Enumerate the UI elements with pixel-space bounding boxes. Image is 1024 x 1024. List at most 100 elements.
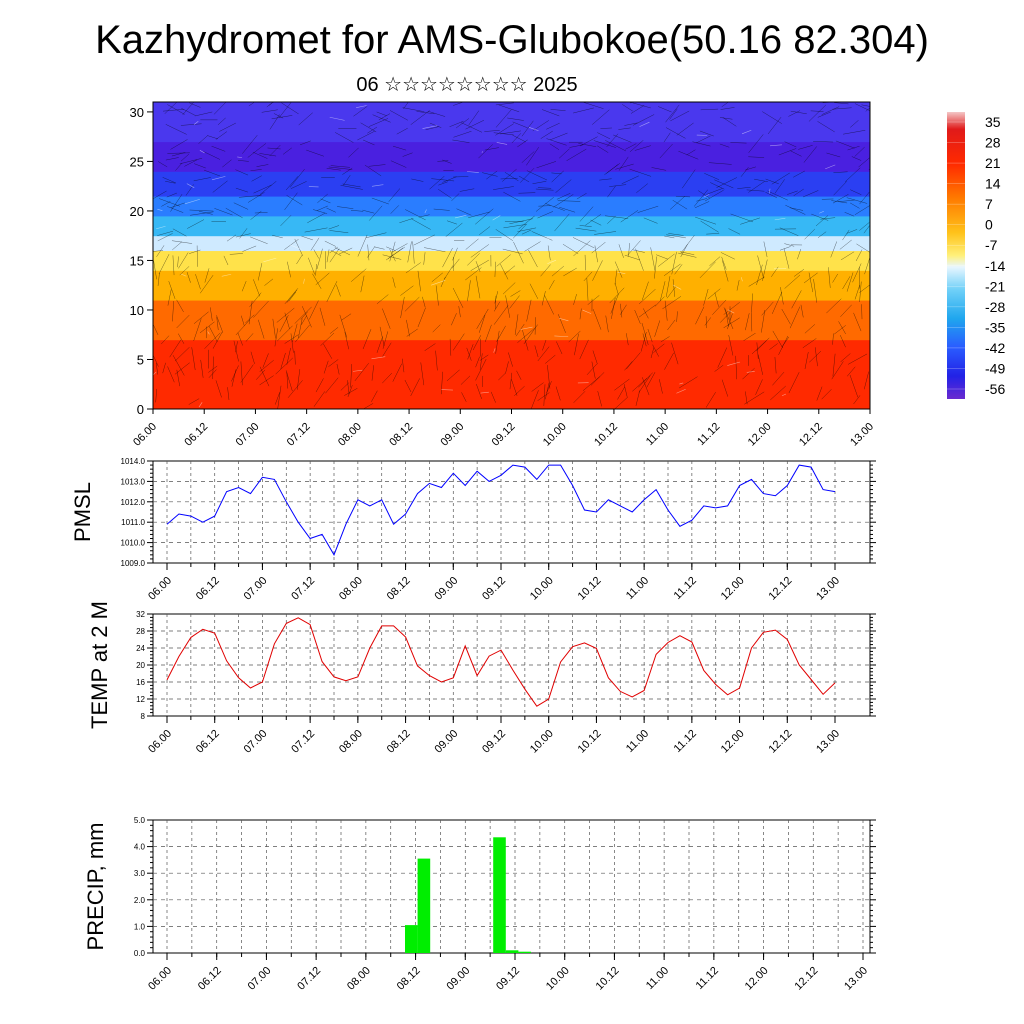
wind-barb [437, 188, 452, 199]
isotherm [329, 116, 345, 121]
y-tick-label: 1010.0 [121, 539, 146, 548]
wind-barb [559, 148, 570, 159]
x-tick-label: 07.12 [285, 421, 313, 449]
wind-barb [591, 241, 606, 254]
wind-barb [696, 198, 708, 202]
x-tick-label: 10.12 [576, 728, 604, 756]
wind-barb [172, 228, 187, 237]
wind-barb [180, 123, 202, 126]
x-tick-label: 12.12 [766, 728, 794, 756]
wind-barb [771, 291, 783, 314]
colorbar-label: 35 [985, 114, 1001, 130]
y-tick-label: 15 [130, 253, 144, 268]
wind-barb [301, 235, 313, 241]
wind-barb [465, 267, 482, 281]
wind-barb [550, 132, 568, 141]
wind-barb [317, 193, 328, 204]
wind-barb [575, 227, 597, 232]
wind-barb [828, 267, 831, 288]
wind-barb [169, 339, 182, 358]
wind-barb [547, 365, 551, 389]
wind-barb [239, 228, 248, 239]
wind-barb [622, 104, 633, 112]
isotherm [703, 194, 710, 198]
wind-barb [214, 208, 233, 216]
wind-barb [324, 240, 336, 247]
wind-barb [585, 214, 602, 226]
wind-barb [268, 102, 274, 106]
wind-barb [157, 272, 160, 286]
wind-barb [865, 107, 870, 112]
y-tick-label: 28 [136, 627, 145, 636]
wind-barb [204, 332, 221, 349]
isotherm [371, 356, 386, 360]
wind-barb [555, 179, 572, 193]
isotherm [221, 273, 232, 277]
wind-barb [821, 389, 832, 400]
wind-barb [347, 380, 350, 395]
y-tick-label: 32 [136, 610, 145, 619]
wind-barb [704, 173, 720, 180]
wind-barb [671, 251, 677, 275]
wind-barb [557, 314, 566, 333]
wind-barb [451, 258, 460, 269]
wind-barb [429, 122, 442, 128]
wind-barb [336, 363, 340, 375]
wind-barb [504, 265, 516, 275]
x-tick-label: 07.00 [242, 575, 270, 603]
wind-barb [632, 249, 645, 253]
isotherm [371, 184, 384, 187]
wind-barb [573, 391, 586, 404]
wind-barb [165, 157, 179, 161]
x-tick-label: 09.12 [490, 421, 518, 449]
wind-barb [279, 102, 292, 118]
wind-barb [514, 314, 519, 335]
wind-barb [651, 167, 667, 171]
y-tick-label: 2.0 [134, 896, 146, 905]
wind-barb [800, 304, 804, 318]
wind-barb [854, 284, 860, 300]
x-tick-label: 11.12 [694, 965, 721, 992]
wind-barb [722, 117, 737, 127]
wind-barb [833, 180, 848, 196]
isotherm [825, 164, 836, 170]
wind-barb [814, 347, 818, 367]
wind-barb [292, 323, 298, 343]
wind-barb [374, 246, 385, 250]
wind-barb [811, 213, 829, 221]
wind-barb [607, 215, 616, 224]
wind-barb [722, 260, 729, 282]
wind-barb [512, 134, 526, 143]
isotherm [180, 273, 187, 277]
wind-barb [203, 169, 221, 177]
x-tick-label: 11.00 [624, 728, 651, 755]
wind-barb [156, 245, 165, 257]
wind-barb [742, 367, 755, 380]
isotherm [193, 120, 199, 125]
isotherm [741, 129, 752, 135]
wind-barb [212, 180, 228, 193]
wind-barb [259, 375, 274, 386]
wind-barb [410, 378, 420, 397]
wind-barb [610, 293, 619, 314]
wind-barb [784, 141, 797, 148]
wind-barb [745, 391, 748, 405]
wind-barb [155, 362, 159, 375]
wind-barb [476, 383, 482, 399]
colorbar-label: -42 [985, 340, 1005, 356]
wind-barb [204, 268, 210, 283]
wind-barb [756, 264, 763, 286]
wind-barb [503, 224, 527, 229]
wind-barb [219, 122, 236, 132]
wind-barb [309, 300, 319, 320]
wind-barb [680, 251, 695, 255]
wind-barb [308, 257, 315, 275]
wind-barb [442, 176, 457, 183]
wind-barb [626, 333, 629, 346]
wind-barb [590, 219, 602, 226]
wind-barb [286, 347, 291, 365]
wind-barb [627, 240, 641, 256]
wind-barb [638, 304, 656, 318]
wind-barb [706, 188, 723, 195]
wind-barb [680, 235, 695, 254]
